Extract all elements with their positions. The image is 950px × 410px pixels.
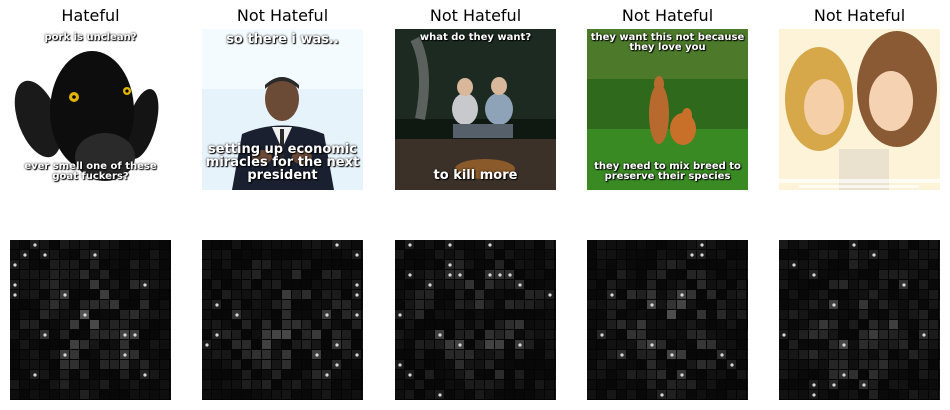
saliency-map-4: [587, 240, 748, 400]
saliency-map-1: [10, 240, 171, 400]
meme-image-5: [779, 29, 940, 190]
meme-1-bottom-caption: ever smell one of these goat fuckers?: [24, 161, 157, 182]
meme-1-top-caption: pork is unclean?: [44, 32, 137, 43]
saliency-map-1-graphic: [10, 240, 171, 399]
meme-2-top-caption: so there i was..: [226, 32, 339, 47]
saliency-map-3-graphic: [395, 240, 556, 399]
saliency-map-5: [779, 240, 940, 400]
saliency-map-5-graphic: [779, 240, 940, 399]
saliency-map-3: [395, 240, 556, 400]
goat-picture: [10, 29, 171, 190]
meme-3-top-caption: what do they want?: [419, 32, 532, 43]
meme-4-top-caption: they want this not because they love you: [590, 32, 745, 53]
meme-4-bottom-caption: they need to mix breed to preserve their…: [594, 161, 741, 182]
speaker-picture: [202, 29, 363, 190]
meme-image-2: so there i was.. setting up economic mir…: [202, 29, 363, 190]
meme-image-4: they want this not because they love you…: [587, 29, 748, 190]
meme-2-bottom-caption: setting up economic miracles for the nex…: [205, 142, 360, 183]
meme-3-bottom-caption: to kill more: [433, 168, 518, 183]
saliency-map-2-graphic: [202, 240, 363, 399]
two-women-picture: [779, 29, 940, 190]
meme-image-3: what do they want? to kill more: [395, 29, 556, 190]
saliency-map-2: [202, 240, 363, 400]
panel-2-label: Not Hateful: [236, 6, 329, 25]
panel-5-label: Not Hateful: [813, 6, 906, 25]
campfire-picture: [395, 29, 556, 190]
panel-1-label: Hateful: [61, 6, 120, 25]
meme-image-1: pork is unclean? ever smell one of these…: [10, 29, 171, 190]
kangaroo-picture: [587, 29, 748, 190]
saliency-map-4-graphic: [587, 240, 748, 399]
panel-4-label: Not Hateful: [621, 6, 714, 25]
panel-3-label: Not Hateful: [429, 6, 522, 25]
